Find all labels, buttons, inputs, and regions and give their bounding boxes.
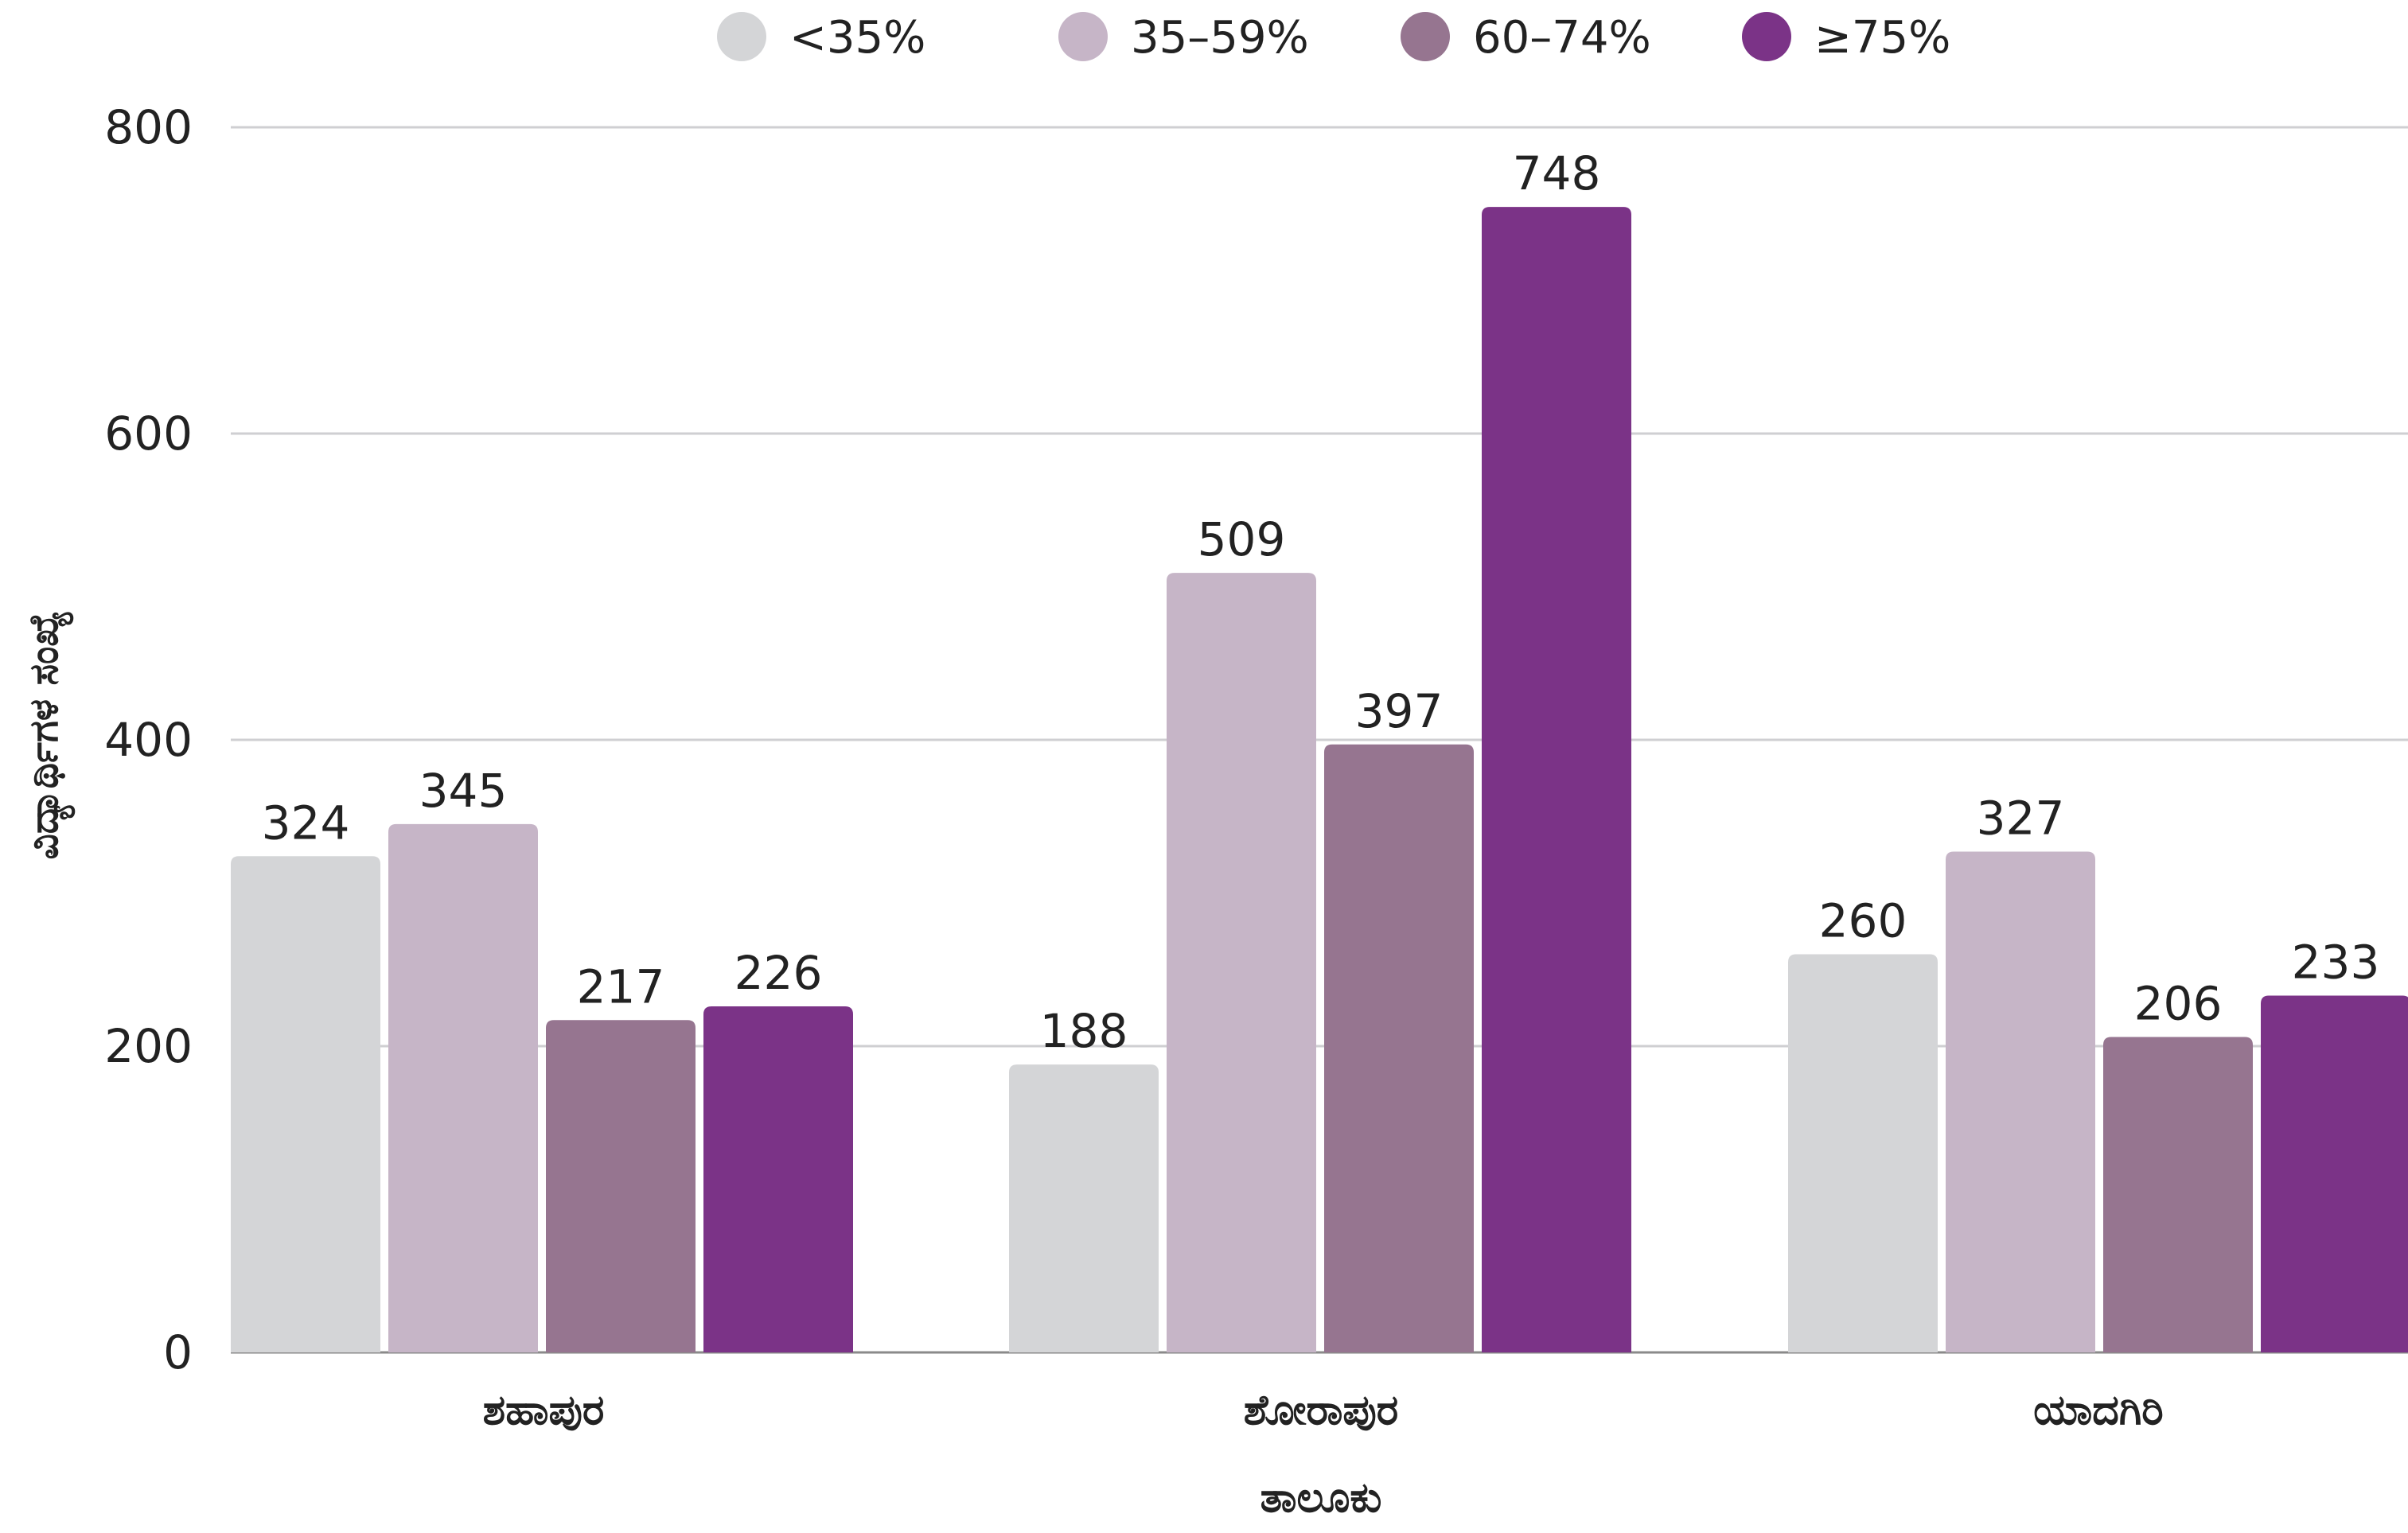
- legend-swatch: [717, 12, 766, 61]
- legend-swatch: [1401, 12, 1450, 61]
- bar: [1324, 744, 1474, 1352]
- bar: [546, 1020, 696, 1352]
- legend-label: ≥75%: [1814, 12, 1950, 64]
- bar: [1167, 573, 1316, 1352]
- legend-label: <35%: [789, 12, 925, 64]
- data-label: 206: [2134, 976, 2223, 1030]
- data-label: 324: [262, 796, 350, 850]
- bar: [703, 1006, 853, 1352]
- x-tick-label: ಶೋರಾಪುರ: [1244, 1387, 1398, 1434]
- data-label: 226: [734, 946, 823, 1000]
- data-label: 345: [419, 764, 508, 818]
- bar: [1946, 851, 2095, 1352]
- x-axis-ticks: ಶಹಾಪುರ ಶೋರಾಪುರ ಯಾದಗಿರಿ: [483, 1387, 2164, 1434]
- y-axis-ticks: 0 200 400 600 800: [104, 100, 193, 1379]
- data-labels: 324 345 217 226 188 509 397 748 260 327 206 233: [262, 146, 2380, 1058]
- legend-label: 60–74%: [1473, 12, 1651, 64]
- y-tick-label: 400: [104, 713, 193, 767]
- legend: <35% 35–59% 60–74% ≥75%: [717, 12, 1950, 64]
- y-axis-title: ವಿದ್ಯಾರ್ಥಿಗಳ ಸಂಖ್ಯೆ: [21, 611, 75, 860]
- bar: [1009, 1064, 1159, 1352]
- legend-swatch: [1742, 12, 1791, 61]
- bar: [2261, 995, 2408, 1352]
- y-tick-label: 800: [104, 100, 193, 154]
- bars: [231, 207, 2408, 1353]
- x-tick-label: ಯಾದಗಿರಿ: [2033, 1387, 2164, 1434]
- x-axis-title: ತಾಲೂಕು: [1260, 1474, 1382, 1522]
- data-label: 748: [1513, 146, 1601, 200]
- legend-swatch: [1058, 12, 1108, 61]
- y-tick-label: 0: [163, 1325, 193, 1379]
- bar: [231, 856, 380, 1352]
- legend-label: 35–59%: [1131, 12, 1309, 64]
- data-label: 188: [1040, 1004, 1128, 1058]
- bar: [1788, 954, 1938, 1352]
- y-tick-label: 600: [104, 407, 193, 461]
- x-tick-label: ಶಹಾಪುರ: [483, 1387, 605, 1434]
- data-label: 397: [1355, 684, 1444, 738]
- y-tick-label: 200: [104, 1019, 193, 1073]
- data-label: 327: [1977, 792, 2065, 846]
- data-label: 233: [2292, 935, 2380, 989]
- bar: [1482, 207, 1631, 1353]
- data-label: 217: [577, 959, 665, 1014]
- data-label: 260: [1819, 894, 1907, 948]
- bar: [388, 823, 538, 1352]
- bar: [2103, 1037, 2253, 1352]
- data-label: 509: [1198, 512, 1286, 566]
